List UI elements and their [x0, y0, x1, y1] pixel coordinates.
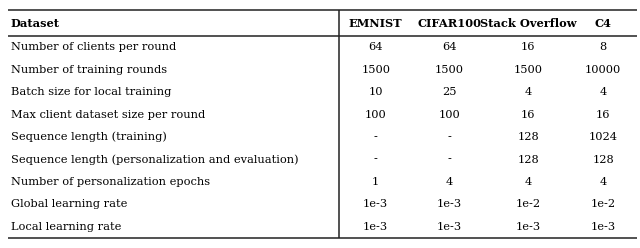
Text: EMNIST: EMNIST: [349, 18, 403, 29]
Text: 1e-2: 1e-2: [591, 199, 616, 209]
Text: Stack Overflow: Stack Overflow: [480, 18, 577, 29]
Text: Global learning rate: Global learning rate: [11, 199, 127, 209]
Text: 25: 25: [442, 87, 457, 97]
Text: Max client dataset size per round: Max client dataset size per round: [11, 110, 205, 120]
Text: 4: 4: [600, 177, 607, 187]
Text: -: -: [374, 155, 378, 165]
Text: 128: 128: [592, 155, 614, 165]
Text: 1e-3: 1e-3: [363, 222, 388, 232]
Text: Number of clients per round: Number of clients per round: [11, 42, 176, 52]
Text: Sequence length (training): Sequence length (training): [11, 132, 167, 142]
Text: 64: 64: [442, 42, 457, 52]
Text: 128: 128: [517, 155, 539, 165]
Text: 16: 16: [521, 42, 536, 52]
Text: 1e-3: 1e-3: [437, 199, 462, 209]
Text: 1500: 1500: [514, 65, 543, 75]
Text: 10: 10: [369, 87, 383, 97]
Text: -: -: [374, 132, 378, 142]
Text: 1e-3: 1e-3: [363, 199, 388, 209]
Text: 4: 4: [600, 87, 607, 97]
Text: C4: C4: [595, 18, 612, 29]
Text: -: -: [448, 132, 452, 142]
Text: 4: 4: [525, 177, 532, 187]
Text: Number of personalization epochs: Number of personalization epochs: [11, 177, 210, 187]
Text: 1e-3: 1e-3: [437, 222, 462, 232]
Text: Batch size for local training: Batch size for local training: [11, 87, 172, 97]
Text: 1500: 1500: [361, 65, 390, 75]
Text: 8: 8: [600, 42, 607, 52]
Text: 100: 100: [439, 110, 461, 120]
Text: Sequence length (personalization and evaluation): Sequence length (personalization and eva…: [11, 154, 298, 165]
Text: 100: 100: [365, 110, 387, 120]
Text: 1e-2: 1e-2: [516, 199, 541, 209]
Text: 10000: 10000: [585, 65, 621, 75]
Text: -: -: [448, 155, 452, 165]
Text: 1500: 1500: [435, 65, 464, 75]
Text: Dataset: Dataset: [11, 18, 60, 29]
Text: 4: 4: [446, 177, 453, 187]
Text: Local learning rate: Local learning rate: [11, 222, 121, 232]
Text: 4: 4: [525, 87, 532, 97]
Text: 1: 1: [372, 177, 380, 187]
Text: 64: 64: [369, 42, 383, 52]
Text: 1024: 1024: [589, 132, 618, 142]
Text: 128: 128: [517, 132, 539, 142]
Text: CIFAR100: CIFAR100: [418, 18, 482, 29]
Text: 1e-3: 1e-3: [591, 222, 616, 232]
Text: 16: 16: [521, 110, 536, 120]
Text: 1e-3: 1e-3: [516, 222, 541, 232]
Text: 16: 16: [596, 110, 611, 120]
Text: Number of training rounds: Number of training rounds: [11, 65, 167, 75]
